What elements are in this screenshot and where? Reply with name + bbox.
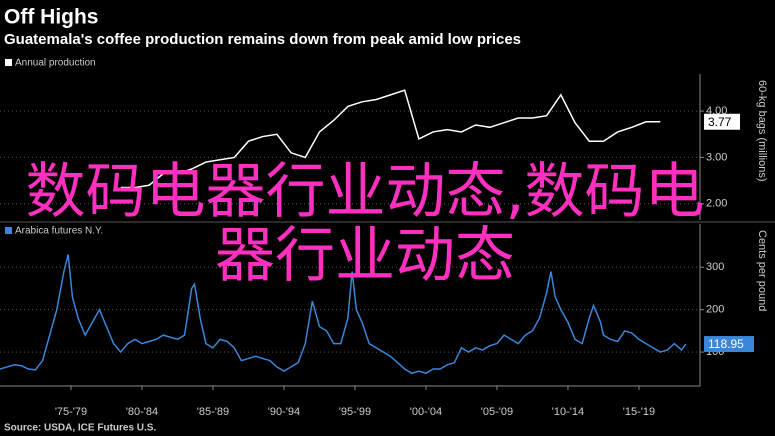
- legend-swatch: [5, 227, 12, 234]
- axis-label: Cents per pound: [756, 230, 768, 311]
- legend-label: Annual production: [15, 58, 96, 69]
- x-tick-label: '15-'19: [623, 406, 655, 418]
- y-tick-label: 2.00: [706, 198, 727, 210]
- x-tick-label: '10-'14: [552, 406, 584, 418]
- legend-label: Arabica futures N.Y.: [15, 226, 103, 237]
- x-tick-label: '80-'84: [126, 406, 158, 418]
- y-tick-label: 300: [706, 261, 724, 273]
- x-tick-label: '75-'79: [55, 406, 87, 418]
- title: Off Highs: [4, 6, 99, 29]
- value-label-box: [704, 113, 740, 130]
- subtitle: Guatemala's coffee production remains do…: [4, 31, 521, 48]
- value-label-box: [704, 336, 754, 353]
- legend-swatch: [5, 59, 12, 66]
- value-label: 118.95: [708, 337, 744, 351]
- y-tick-label: 3.00: [706, 151, 727, 163]
- y-tick-label: 200: [706, 304, 724, 316]
- overlay-text: 数码电器行业动态,数码电器行业动态: [25, 157, 705, 291]
- x-tick-label: '95-'99: [339, 406, 371, 418]
- x-tick-label: '90-'94: [268, 406, 300, 418]
- source: Source: USDA, ICE Futures U.S.: [4, 423, 156, 434]
- x-tick-label: '00-'04: [410, 406, 442, 418]
- line: [120, 89, 661, 189]
- value-label: 3.77: [708, 115, 732, 129]
- x-tick-label: '05-'09: [481, 406, 513, 418]
- axis-label: 60-kg bags (millions): [756, 80, 768, 181]
- x-tick-label: '85-'89: [197, 406, 229, 418]
- line: [0, 254, 687, 375]
